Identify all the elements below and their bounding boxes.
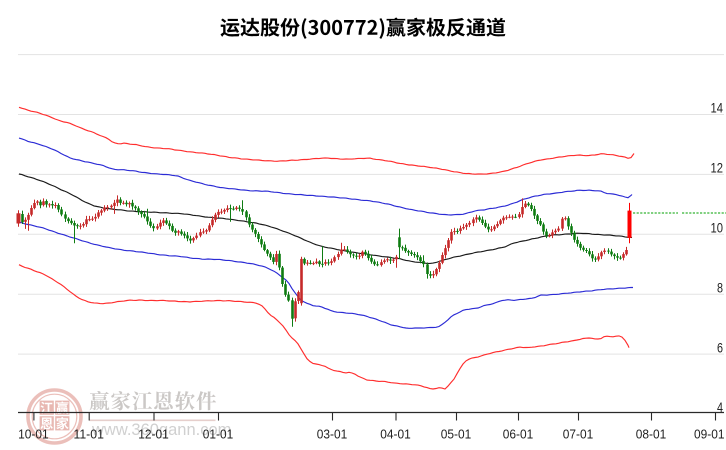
svg-text:06-01: 06-01 bbox=[503, 427, 534, 442]
svg-text:10-01: 10-01 bbox=[18, 427, 49, 442]
svg-text:10: 10 bbox=[711, 221, 724, 236]
svg-text:4: 4 bbox=[717, 400, 723, 415]
svg-text:04-01: 04-01 bbox=[380, 427, 411, 442]
svg-text:8: 8 bbox=[717, 280, 723, 295]
svg-text:05-01: 05-01 bbox=[441, 427, 472, 442]
svg-text:07-01: 07-01 bbox=[563, 427, 594, 442]
svg-text:12-01: 12-01 bbox=[138, 427, 169, 442]
svg-text:09-01: 09-01 bbox=[694, 427, 725, 442]
svg-text:14: 14 bbox=[711, 101, 724, 116]
svg-text:12: 12 bbox=[711, 161, 724, 176]
svg-text:01-01: 01-01 bbox=[203, 427, 234, 442]
svg-text:11-01: 11-01 bbox=[73, 427, 104, 442]
svg-text:6: 6 bbox=[717, 340, 723, 355]
svg-text:08-01: 08-01 bbox=[636, 427, 667, 442]
svg-text:www.360gann.com: www.360gann.com bbox=[91, 421, 231, 439]
svg-text:03-01: 03-01 bbox=[317, 427, 348, 442]
